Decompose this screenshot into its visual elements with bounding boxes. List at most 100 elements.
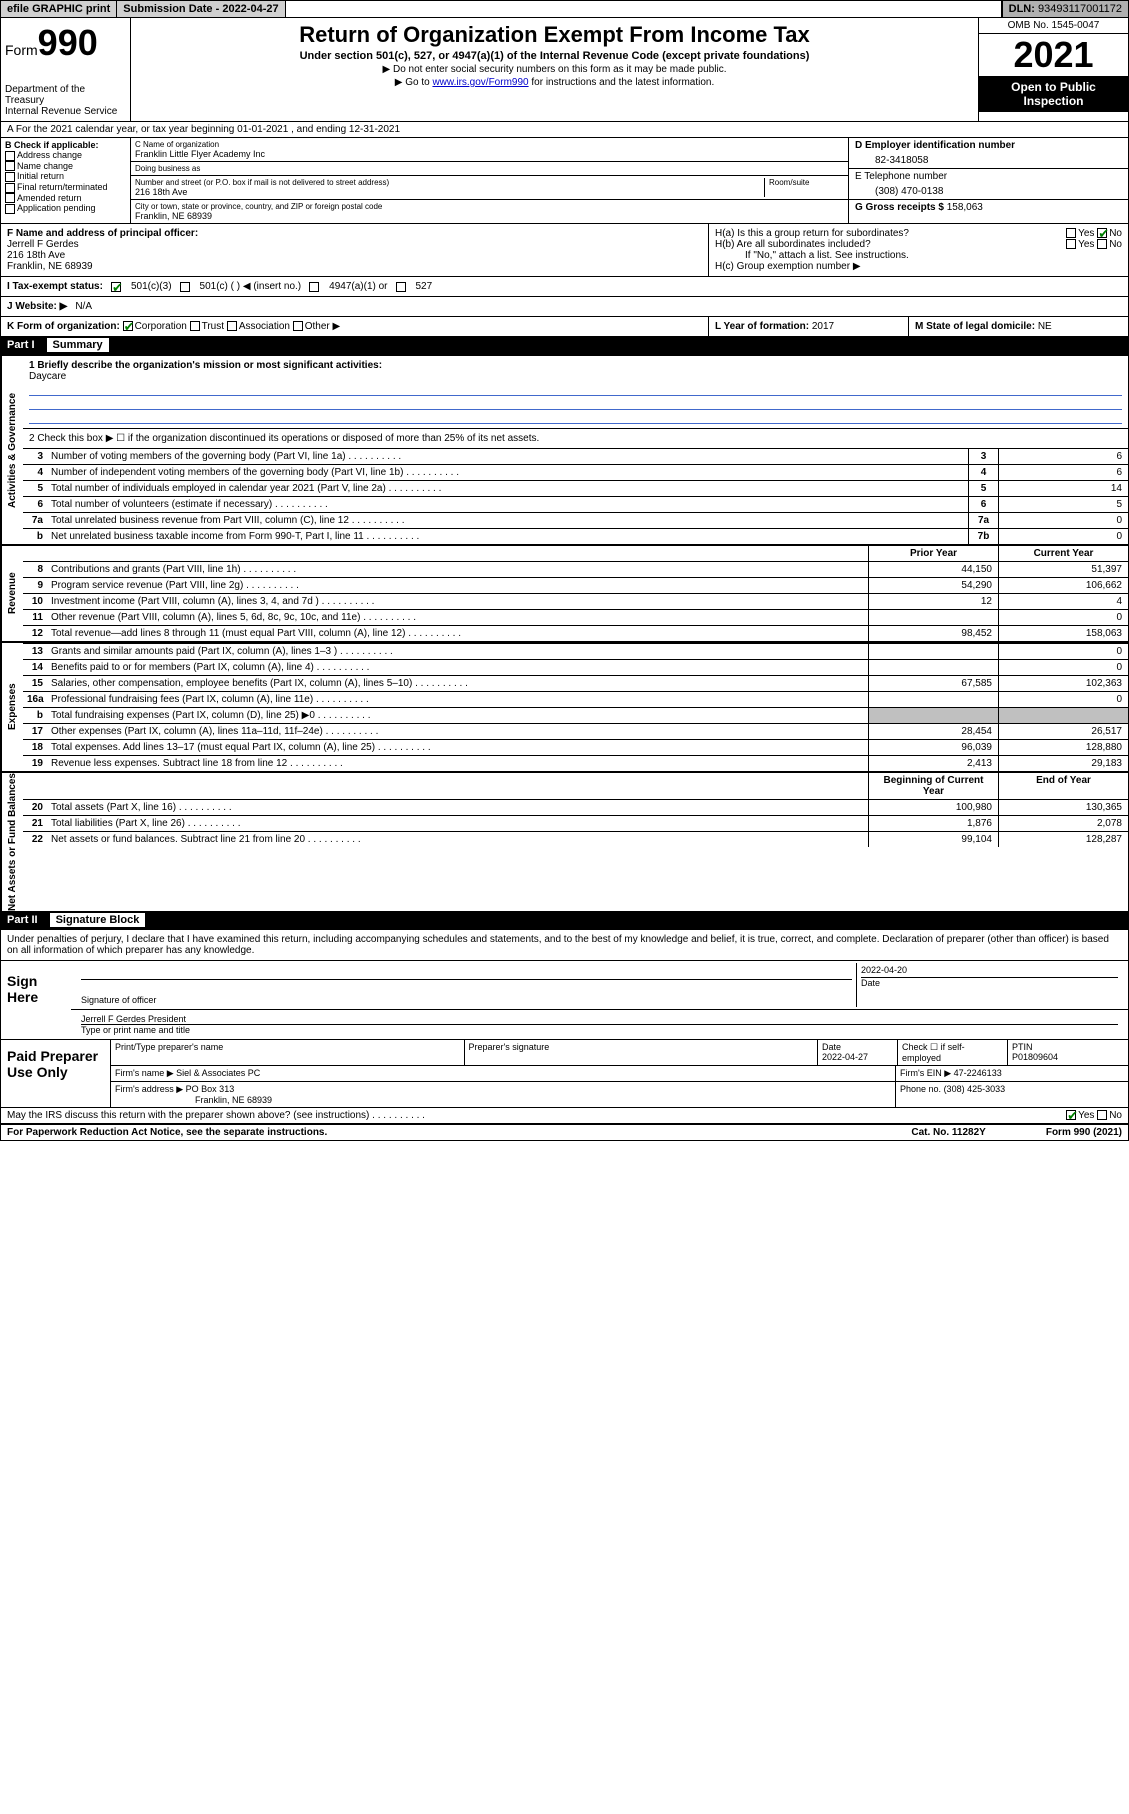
- city-label: City or town, state or province, country…: [135, 202, 844, 211]
- footer-mid: Cat. No. 11282Y: [911, 1127, 985, 1138]
- col-b-checkboxes: B Check if applicable: Address change Na…: [1, 138, 131, 223]
- gov-line-b: b Net unrelated business taxable income …: [23, 528, 1128, 544]
- k-form-org: K Form of organization: Corporation Trus…: [1, 317, 708, 336]
- top-bar: efile GRAPHIC print Submission Date - 20…: [0, 0, 1129, 18]
- org-name: Franklin Little Flyer Academy Inc: [135, 149, 844, 159]
- submission-date-value: 2022-04-27: [222, 3, 278, 15]
- submission-date-label: Submission Date: [123, 3, 212, 15]
- section-h: H(a) Is this a group return for subordin…: [708, 224, 1128, 276]
- summary-exp: Expenses 13 Grants and similar amounts p…: [1, 641, 1128, 771]
- line-18: 18 Total expenses. Add lines 13–17 (must…: [23, 739, 1128, 755]
- topbar-spacer: [286, 1, 1002, 17]
- ein-label: D Employer identification number: [855, 140, 1015, 151]
- submission-date-button[interactable]: Submission Date - 2022-04-27: [117, 1, 285, 17]
- gov-line-6: 6 Total number of volunteers (estimate i…: [23, 496, 1128, 512]
- field-phone: E Telephone number (308) 470-0138: [849, 169, 1128, 200]
- sig-intro: Under penalties of perjury, I declare th…: [1, 929, 1128, 960]
- hdr-current: Current Year: [998, 546, 1128, 561]
- phone-value: (308) 470-0138: [855, 182, 1122, 197]
- cb-discuss-yes[interactable]: [1066, 1110, 1076, 1120]
- ha-row: H(a) Is this a group return for subordin…: [715, 228, 1122, 239]
- line-13: 13 Grants and similar amounts paid (Part…: [23, 643, 1128, 659]
- efile-print-button[interactable]: efile GRAPHIC print: [1, 1, 117, 17]
- tax-year: 2021: [979, 34, 1128, 76]
- korg-row: K Form of organization: Corporation Trus…: [1, 316, 1128, 336]
- dln-value: 93493117001172: [1038, 3, 1122, 15]
- line-8: 8 Contributions and grants (Part VIII, l…: [23, 561, 1128, 577]
- cb-application-pending[interactable]: Application pending: [5, 203, 126, 214]
- gross-label: G Gross receipts $: [855, 202, 944, 213]
- cb-other[interactable]: [293, 321, 303, 331]
- firm-name-cell: Firm's name ▶ Siel & Associates PC: [111, 1066, 896, 1081]
- firm-ein-cell: Firm's EIN ▶ 47-2246133: [896, 1066, 1128, 1081]
- line-11: 11 Other revenue (Part VIII, column (A),…: [23, 609, 1128, 625]
- dept-treasury: Department of the Treasury: [5, 84, 126, 106]
- cb-assoc[interactable]: [227, 321, 237, 331]
- gross-value: 158,063: [947, 202, 983, 213]
- l-year: L Year of formation: 2017: [708, 317, 908, 336]
- cb-4947[interactable]: [309, 282, 319, 292]
- form-body: Form990 Department of the Treasury Inter…: [0, 18, 1129, 1141]
- phone-label: E Telephone number: [855, 171, 1122, 182]
- footer-right: Form 990 (2021): [1046, 1127, 1122, 1138]
- irs-link[interactable]: www.irs.gov/Form990: [432, 77, 528, 88]
- cb-amended-return[interactable]: Amended return: [5, 193, 126, 204]
- hdr-begin: Beginning of Current Year: [868, 773, 998, 799]
- status-row: I Tax-exempt status: 501(c)(3) 501(c) ( …: [1, 276, 1128, 296]
- instr-link: ▶ Go to www.irs.gov/Form990 for instruct…: [139, 77, 970, 88]
- col-c-org: C Name of organization Franklin Little F…: [131, 138, 848, 223]
- cb-527[interactable]: [396, 282, 406, 292]
- tab-net-assets: Net Assets or Fund Balances: [1, 773, 23, 911]
- hc-row: H(c) Group exemption number ▶: [715, 261, 1122, 272]
- gov-line-3: 3 Number of voting members of the govern…: [23, 448, 1128, 464]
- prep-date-cell: Date2022-04-27: [818, 1040, 898, 1065]
- sign-here-block: Sign Here Signature of officer 2022-04-2…: [1, 960, 1128, 1039]
- status-label: I Tax-exempt status:: [7, 281, 103, 292]
- sig-officer-label: Signature of officer: [81, 995, 156, 1005]
- prep-sig: Preparer's signature: [465, 1040, 819, 1065]
- cb-trust[interactable]: [190, 321, 200, 331]
- header-left: Form990 Department of the Treasury Inter…: [1, 18, 131, 121]
- open-public-badge: Open to Public Inspection: [979, 76, 1128, 112]
- sig-date-label: Date: [861, 978, 880, 988]
- ein-value: 82-3418058: [855, 151, 1122, 166]
- website-row: J Website: ▶ N/A: [1, 296, 1128, 316]
- cb-final-return[interactable]: Final return/terminated: [5, 182, 126, 193]
- omb-number: OMB No. 1545-0047: [979, 18, 1128, 34]
- cb-name-change[interactable]: Name change: [5, 161, 126, 172]
- prep-print-name: Print/Type preparer's name: [111, 1040, 465, 1065]
- summary-rev: Revenue Prior Year Current Year 8 Contri…: [1, 544, 1128, 641]
- irs-label: Internal Revenue Service: [5, 106, 126, 117]
- form-id: Form990: [5, 22, 126, 64]
- officer-name: Jerrell F Gerdes: [7, 239, 79, 250]
- cb-corp[interactable]: [123, 321, 133, 331]
- form-title: Return of Organization Exempt From Incom…: [139, 22, 970, 48]
- field-dba: Doing business as: [131, 162, 848, 176]
- part2-header: Part II Signature Block: [1, 911, 1128, 929]
- officer-name-title: Jerrell F Gerdes President: [81, 1014, 1118, 1024]
- officer-city: Franklin, NE 68939: [7, 261, 93, 272]
- hdr-end: End of Year: [998, 773, 1128, 799]
- line2-discontinued: 2 Check this box ▶ ☐ if the organization…: [23, 428, 1128, 448]
- cb-address-change[interactable]: Address change: [5, 150, 126, 161]
- m-state: M State of legal domicile: NE: [908, 317, 1128, 336]
- hb-label: H(b) Are all subordinates included?: [715, 239, 871, 250]
- sig-date-cell: 2022-04-20 Date: [857, 963, 1122, 1007]
- form-number: 990: [38, 22, 98, 63]
- header-center: Return of Organization Exempt From Incom…: [131, 18, 978, 121]
- type-name-label: Type or print name and title: [81, 1025, 190, 1035]
- cb-501c3[interactable]: [111, 282, 121, 292]
- cb-initial-return[interactable]: Initial return: [5, 171, 126, 182]
- firm-addr-cell: Firm's address ▶ PO Box 313Franklin, NE …: [111, 1082, 896, 1107]
- section-f: F Name and address of principal officer:…: [1, 224, 708, 276]
- header-right: OMB No. 1545-0047 2021 Open to Public In…: [978, 18, 1128, 121]
- prep-ptin-cell: PTINP01809604: [1008, 1040, 1128, 1065]
- cb-501c[interactable]: [180, 282, 190, 292]
- part2-title: Signature Block: [50, 913, 146, 927]
- addr-value: 216 18th Ave: [135, 187, 764, 197]
- form-subtitle: Under section 501(c), 527, or 4947(a)(1)…: [139, 50, 970, 62]
- dba-label: Doing business as: [135, 164, 844, 173]
- cb-discuss-no[interactable]: [1097, 1110, 1107, 1120]
- field-gross: G Gross receipts $ 158,063: [849, 200, 1128, 215]
- section-bcdefg: B Check if applicable: Address change Na…: [1, 137, 1128, 223]
